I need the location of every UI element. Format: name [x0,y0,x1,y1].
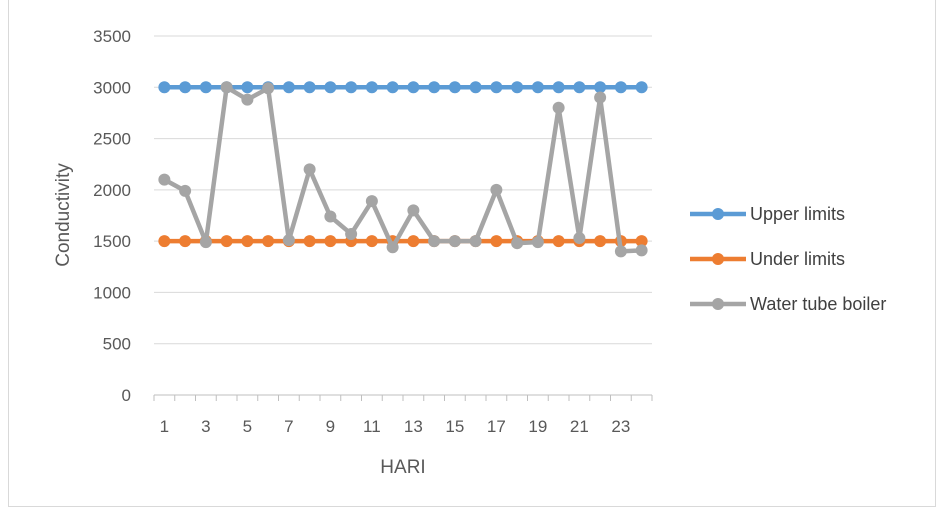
data-point [614,81,627,94]
data-point [262,235,275,248]
data-point [428,235,441,248]
legend-swatch-marker [712,253,724,265]
data-point [282,81,295,94]
data-point [282,234,295,247]
series-group [158,81,648,258]
data-point [365,81,378,94]
data-point [241,93,254,106]
data-point [179,81,192,94]
x-tick-label: 15 [445,417,464,436]
data-point [158,173,171,186]
data-point [448,81,461,94]
data-point [490,235,503,248]
x-tick-label: 13 [404,417,423,436]
data-point [552,101,565,114]
x-tick-label: 1 [160,417,169,436]
data-point [594,235,607,248]
data-point [635,235,648,248]
y-axis-title: Conductivity [53,163,74,267]
data-point [324,210,337,223]
data-point [179,235,192,248]
data-point [324,235,337,248]
data-point [511,81,524,94]
y-tick-label: 1000 [93,283,131,302]
x-tick-label: 21 [570,417,589,436]
data-point [386,81,399,94]
legend-item: Water tube boiler [690,294,886,314]
x-tick-label: 23 [611,417,630,436]
x-tick-label: 17 [487,417,506,436]
series-2 [158,81,648,258]
data-point [573,232,586,245]
data-point [511,237,524,250]
x-axis-title: HARI [380,457,425,478]
data-point [241,235,254,248]
legend-swatch-marker [712,208,724,220]
x-tick-label: 11 [363,417,381,436]
data-point [241,81,254,94]
legend-label: Under limits [750,249,845,269]
data-point [345,81,358,94]
data-point [220,235,233,248]
data-point [635,244,648,257]
data-point [573,81,586,94]
y-tick-label: 1500 [93,232,131,251]
data-point [303,235,316,248]
data-point [469,235,482,248]
legend: Upper limits Under limits Water tube boile… [690,204,886,314]
data-point [158,81,171,94]
data-point [345,227,358,240]
y-tick-label: 500 [103,335,131,354]
x-tick-label: 19 [528,417,547,436]
data-point [594,81,607,94]
data-point [386,241,399,254]
legend-label: Upper limits [750,204,845,224]
data-point [531,81,544,94]
data-point [594,91,607,104]
y-tick-label: 3000 [93,78,131,97]
data-point [365,235,378,248]
data-point [303,81,316,94]
y-tick-label: 2000 [93,181,131,200]
data-point [531,236,544,249]
data-point [262,82,275,95]
data-point [614,245,627,258]
data-point [303,163,316,176]
data-point [428,81,441,94]
y-tick-label: 3500 [93,27,131,46]
y-tick-label: 0 [122,386,131,405]
data-point [469,81,482,94]
x-tick-label: 3 [201,417,210,436]
data-point [407,81,420,94]
legend-item: Under limits [690,249,845,269]
data-point [407,235,420,248]
data-point [407,204,420,217]
data-point [552,235,565,248]
axes [153,394,653,401]
series-line [163,85,642,254]
y-tick-labels: 0 500 1000 1500 2000 2500 3000 3500 [93,27,131,405]
data-point [220,81,233,94]
data-point [448,235,461,248]
chart-frame [8,0,936,507]
legend-item: Upper limits [690,204,845,224]
data-point [199,81,212,94]
x-tick-labels: 1 3 5 7 9 11 13 15 17 19 21 23 [160,417,631,436]
data-point [324,81,337,94]
x-tick-label: 9 [326,417,335,436]
data-point [365,195,378,208]
data-point [635,81,648,94]
data-point [552,81,565,94]
legend-swatch-marker [712,298,724,310]
data-point [490,81,503,94]
data-point [179,184,192,197]
x-tick-label: 5 [243,417,252,436]
x-tick-label: 7 [284,417,293,436]
y-tick-label: 2500 [93,130,131,149]
data-point [490,183,503,196]
data-point [199,236,212,249]
data-point [158,235,171,248]
legend-label: Water tube boiler [750,294,886,314]
